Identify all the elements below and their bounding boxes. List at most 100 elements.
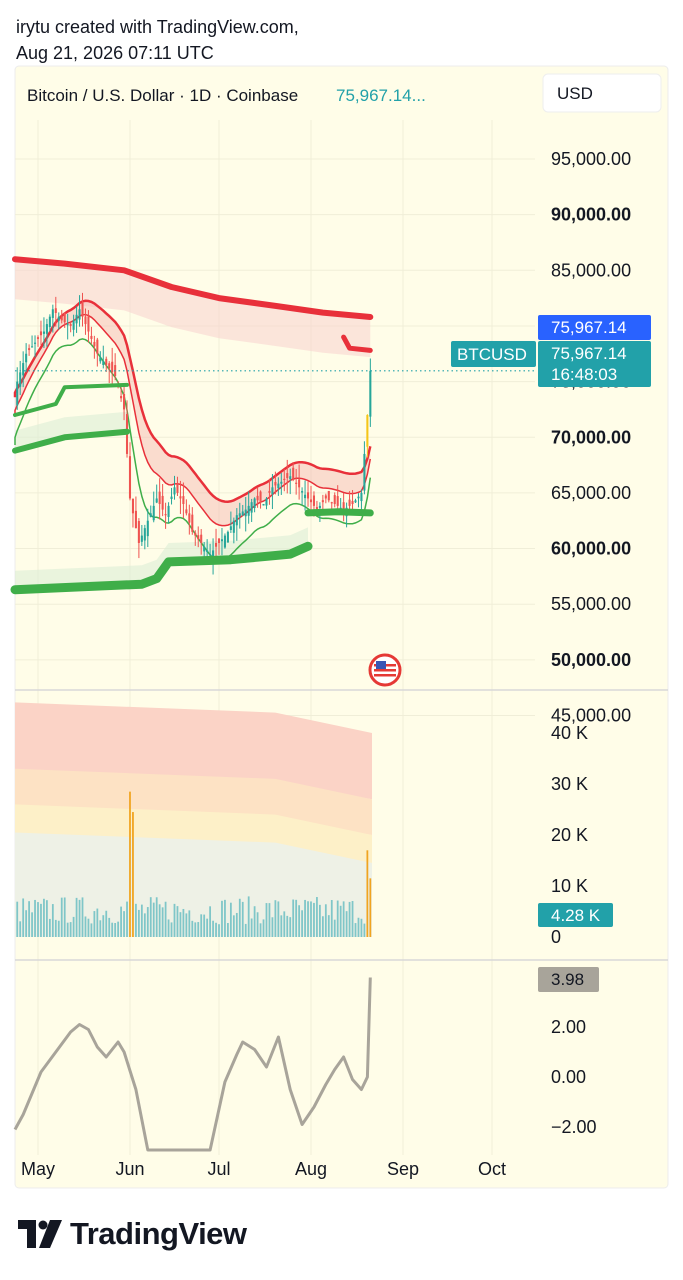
volume-bar xyxy=(84,916,87,937)
candle-body xyxy=(289,476,292,480)
oscillator-line xyxy=(13,977,372,1152)
candle-body xyxy=(143,528,146,541)
volume-bar xyxy=(316,897,318,937)
volume-bar xyxy=(319,904,321,937)
candle-body xyxy=(54,308,57,313)
volume-bar xyxy=(256,912,259,937)
candle-body xyxy=(128,456,132,499)
volume-bar xyxy=(194,922,197,937)
us-flag-event-icon[interactable] xyxy=(368,653,402,687)
volume-bar xyxy=(253,906,256,937)
volume-bar xyxy=(78,899,81,937)
candle-body xyxy=(354,500,357,503)
volume-bar xyxy=(16,901,19,937)
support-line xyxy=(13,382,129,417)
candle-body xyxy=(312,495,315,506)
candle-body xyxy=(123,394,126,410)
support-line xyxy=(12,428,130,454)
candle-body xyxy=(292,467,295,480)
candle-body xyxy=(42,331,45,334)
tradingview-logo-icon xyxy=(18,1220,62,1248)
candle-body xyxy=(295,482,298,484)
candle-body xyxy=(36,337,40,339)
volume-bar xyxy=(120,906,122,937)
volume-last-tag-text: 4.28 K xyxy=(551,906,601,925)
candle-body xyxy=(182,496,185,505)
volume-bar xyxy=(105,910,108,937)
volume-bar xyxy=(215,922,217,937)
time-axis-labels: May Jun Jul Aug Sep Oct xyxy=(21,1159,506,1179)
volume-bar xyxy=(295,899,298,937)
volume-bar xyxy=(22,898,25,937)
volume-bar xyxy=(336,900,339,937)
volume-bar xyxy=(126,901,128,937)
currency-button[interactable]: USD xyxy=(542,73,662,113)
candle-body xyxy=(194,532,197,536)
candle-body xyxy=(250,502,253,513)
timestamp-line: Aug 21, 2026 07:11 UTC xyxy=(16,43,214,63)
candle-body xyxy=(206,550,209,552)
candle-body xyxy=(25,353,28,363)
volume-bar xyxy=(342,901,345,937)
volume-bar xyxy=(75,897,78,937)
candle-body xyxy=(220,539,224,542)
volume-bar xyxy=(170,922,173,937)
candle-body xyxy=(238,513,241,517)
candle-body xyxy=(84,316,87,325)
price-tick-label: 65,000.00 xyxy=(551,483,631,503)
candle-body xyxy=(140,535,143,542)
volume-bar xyxy=(191,920,194,937)
volume-bar xyxy=(292,899,295,937)
volume-bar xyxy=(40,903,42,937)
volume-bar xyxy=(227,923,229,937)
candle-body xyxy=(102,361,105,366)
volume-bar xyxy=(72,916,75,937)
candle-body xyxy=(66,324,69,326)
symbol-tag[interactable]: BTCUSD xyxy=(451,341,536,367)
volume-bar xyxy=(369,878,372,937)
candle-body xyxy=(235,515,238,526)
volume-tick-label: 40 K xyxy=(551,723,588,743)
volume-bar xyxy=(19,921,22,937)
volume-bar xyxy=(212,920,214,937)
candle-body xyxy=(268,490,271,493)
time-tick-label: Jul xyxy=(207,1159,230,1179)
candle-body xyxy=(333,495,336,505)
time-tick-label: Sep xyxy=(387,1159,419,1179)
candle-body xyxy=(161,495,164,510)
legend-price: 75,967.14... xyxy=(336,86,426,105)
volume-bar xyxy=(250,918,253,937)
volume-bar xyxy=(218,924,220,937)
candle-body xyxy=(283,478,286,481)
candle-body xyxy=(78,309,81,320)
volume-bar xyxy=(185,913,188,937)
volume-bar xyxy=(60,897,63,937)
candle-body xyxy=(197,535,200,540)
candle-body xyxy=(286,473,289,479)
candle-body xyxy=(108,363,111,369)
volume-bar xyxy=(321,916,324,937)
candle-body xyxy=(90,335,93,339)
oscillator-tick-label: −2.00 xyxy=(551,1117,597,1137)
volume-bar xyxy=(224,899,226,937)
candle-body xyxy=(309,499,313,503)
candle-body xyxy=(75,314,78,324)
volume-bar xyxy=(164,901,167,937)
volume-bar xyxy=(173,903,176,937)
candle-body xyxy=(280,481,283,484)
candle-body xyxy=(298,479,301,488)
volume-bar xyxy=(90,923,93,937)
candle-body xyxy=(137,521,140,543)
volume-tick-label: 30 K xyxy=(551,774,588,794)
volume-bar xyxy=(265,903,268,937)
candle-body xyxy=(304,494,307,499)
chart-canvas[interactable]: 95,000.0090,000.0085,000.0080,000.0075,0… xyxy=(0,0,683,1200)
time-tick-label: Oct xyxy=(478,1159,506,1179)
candle-body xyxy=(188,513,191,523)
volume-bar xyxy=(158,904,161,937)
volume-bar xyxy=(46,900,48,937)
volume-bar xyxy=(229,902,232,937)
candle-body xyxy=(336,496,339,506)
volume-bar xyxy=(129,791,131,937)
time-tick-label: Jun xyxy=(115,1159,144,1179)
